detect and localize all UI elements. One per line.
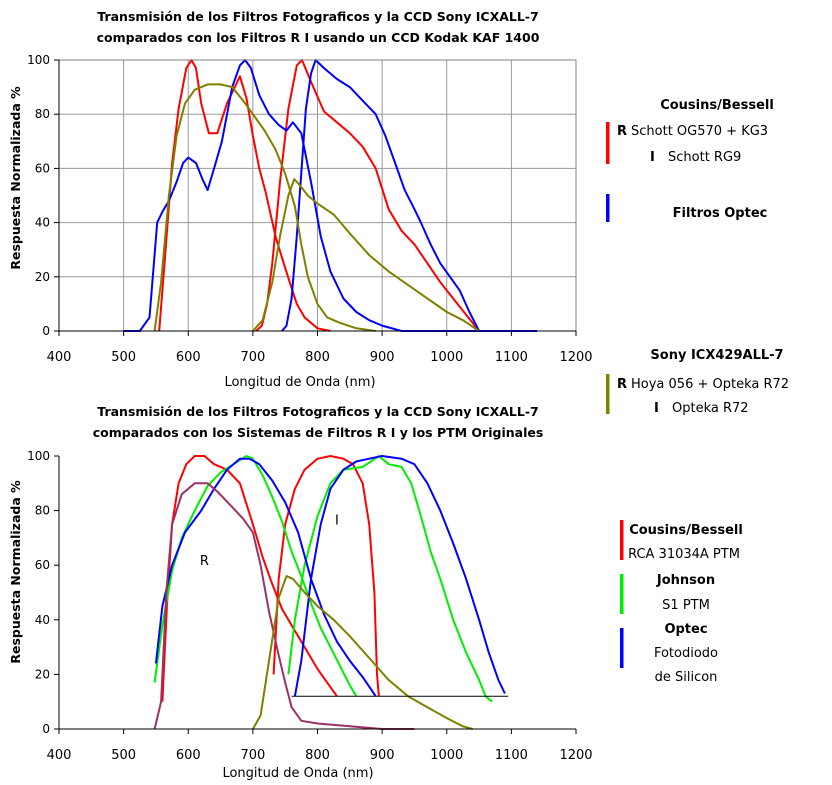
legend-cousins-r-text: Schott OG570 + KG3	[631, 124, 768, 139]
series-line-0	[158, 59, 331, 332]
x-tick-label: 900	[370, 748, 395, 763]
top-chart-y-ticks: 0 20 40 60 80 100	[27, 53, 59, 338]
series-line-4	[154, 457, 377, 697]
bottom-chart: Transmisión de los Filtros Fotograficos …	[8, 404, 593, 781]
series-line-5	[252, 178, 480, 332]
top-chart-x-label: Longitud de Onda (nm)	[224, 375, 375, 390]
x-tick-label: 800	[305, 748, 330, 763]
y-tick-label: 40	[35, 216, 50, 230]
series-line-3	[281, 59, 480, 332]
y-tick-label: 40	[35, 613, 50, 627]
series-line-1	[255, 59, 480, 332]
series-line-4	[153, 83, 376, 332]
legend-sony-r-letter: R	[617, 377, 627, 392]
x-tick-label: 700	[240, 350, 265, 365]
legend-sony-i-letter: I	[654, 401, 659, 416]
legend-bottom-johnson-text: S1 PTM	[662, 598, 710, 613]
annotation-label: I	[335, 513, 339, 528]
top-chart-title: Transmisión de los Filtros Fotograficos …	[97, 9, 538, 24]
series-line-3	[287, 455, 493, 703]
y-tick-label: 80	[35, 107, 50, 121]
top-chart-x-ticks: 400 500 600 700 800 900 1000 1100 1200	[47, 331, 593, 365]
x-tick-label: 400	[47, 350, 72, 365]
x-tick-label: 600	[176, 748, 201, 763]
legend-bottom-optec-text1: Fotodiodo	[654, 646, 718, 661]
legend-bottom-optec-text2: de Silicon	[655, 670, 718, 685]
legend-cousins-i-text: Schott RG9	[668, 150, 741, 165]
x-tick-label: 1100	[495, 350, 528, 365]
bottom-chart-y-label: Respuesta Normalizada %	[8, 480, 23, 664]
series-line-7	[252, 575, 473, 730]
series-line-1	[272, 455, 380, 697]
legend-bottom-johnson-heading: Johnson	[656, 573, 715, 588]
series-line-0	[161, 455, 338, 702]
bottom-chart-x-label: Longitud de Onda (nm)	[222, 766, 373, 781]
top-chart-y-label: Respuesta Normalizada %	[8, 86, 23, 270]
y-tick-label: 60	[35, 161, 50, 175]
x-tick-label: 900	[370, 350, 395, 365]
bottom-chart-title: Transmisión de los Filtros Fotograficos …	[97, 404, 538, 419]
legend-bottom-optec-heading: Optec	[664, 622, 707, 637]
x-tick-label: 1000	[430, 748, 463, 763]
legend-cousins-heading: Cousins/Bessell	[660, 98, 774, 113]
legend-sony-r-text: Hoya 056 + Opteka R72	[631, 377, 789, 392]
bottom-chart-annotations: RI	[200, 513, 339, 569]
bottom-chart-axes	[58, 456, 576, 730]
bottom-chart-subtitle: comparados con los Sistemas de Filtros R…	[93, 425, 544, 440]
x-tick-label: 700	[240, 748, 265, 763]
legend-bottom-cousins-heading: Cousins/Bessell	[629, 523, 743, 538]
bottom-legend: Cousins/Bessell RCA 31034A PTM Johnson S…	[620, 520, 743, 685]
y-tick-label: 80	[35, 504, 50, 518]
top-chart: Transmisión de los Filtros Fotograficos …	[8, 9, 593, 390]
x-tick-label: 500	[111, 350, 136, 365]
legend-bottom-cousins-swatch	[620, 520, 624, 560]
bottom-chart-series	[153, 455, 509, 730]
top-chart-series	[123, 59, 538, 332]
legend-bottom-cousins-text: RCA 31034A PTM	[628, 547, 740, 562]
y-tick-label: 100	[27, 449, 50, 463]
x-tick-label: 1000	[430, 350, 463, 365]
legend-cousins-i-letter: I	[650, 150, 655, 165]
legend-sony-i-text: Opteka R72	[672, 401, 749, 416]
y-tick-label: 0	[42, 722, 50, 736]
y-tick-label: 60	[35, 558, 50, 572]
bottom-chart-y-ticks: 0 20 40 60 80 100	[27, 449, 59, 736]
top-chart-grid	[59, 60, 576, 331]
x-tick-label: 600	[176, 350, 201, 365]
x-tick-label: 1200	[559, 350, 592, 365]
legend-optec-swatch	[606, 194, 610, 222]
y-tick-label: 0	[42, 324, 50, 338]
legend-bottom-johnson-swatch	[620, 574, 624, 614]
annotation-label: R	[200, 554, 209, 569]
series-line-5	[293, 455, 506, 697]
series-line-2	[153, 455, 358, 697]
top-chart-subtitle: comparados con los Filtros R I usando un…	[97, 30, 540, 45]
legend-optec-heading: Filtros Optec	[673, 206, 768, 221]
x-tick-label: 400	[47, 748, 72, 763]
series-line-2	[123, 59, 538, 332]
top-legend: Cousins/Bessell R Schott OG570 + KG3 I S…	[606, 98, 789, 416]
legend-bottom-optec-swatch	[620, 628, 624, 668]
legend-cousins-swatch	[606, 122, 610, 164]
bottom-chart-x-ticks: 400 500 600 700 800 900 1000 1100 1200	[47, 729, 593, 763]
x-tick-label: 800	[305, 350, 330, 365]
y-tick-label: 100	[27, 53, 50, 67]
series-line-6	[153, 482, 415, 730]
legend-cousins-r-letter: R	[617, 124, 627, 139]
x-tick-label: 500	[111, 748, 136, 763]
x-tick-label: 1100	[495, 748, 528, 763]
legend-sony-swatch	[606, 374, 610, 414]
y-tick-label: 20	[35, 270, 50, 284]
y-tick-label: 20	[35, 667, 50, 681]
x-tick-label: 1200	[559, 748, 592, 763]
legend-sony-heading: Sony ICX429ALL-7	[650, 348, 783, 363]
